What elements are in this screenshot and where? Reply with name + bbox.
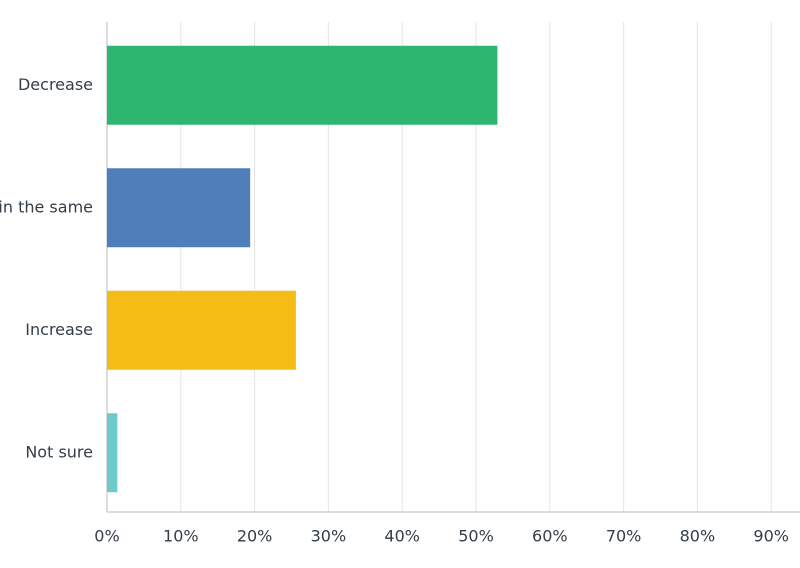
y-tick-label: Not sure (25, 442, 93, 461)
y-tick-label: Decrease (18, 75, 93, 94)
x-tick-label: 30% (311, 527, 347, 546)
bar (107, 168, 251, 248)
y-tick-label: Remain the same (0, 197, 93, 216)
x-tick-label: 0% (94, 527, 119, 546)
x-tick-label: 70% (606, 527, 642, 546)
bar (107, 45, 498, 125)
bar (107, 413, 118, 493)
x-tick-label: 20% (237, 527, 273, 546)
x-tick-label: 50% (458, 527, 494, 546)
x-tick-label: 40% (384, 527, 420, 546)
x-tick-label: 60% (532, 527, 568, 546)
x-tick-label: 90% (753, 527, 789, 546)
y-tick-label: Increase (25, 320, 93, 339)
bar (107, 290, 296, 370)
x-tick-label: 10% (163, 527, 199, 546)
x-tick-label: 80% (680, 527, 716, 546)
